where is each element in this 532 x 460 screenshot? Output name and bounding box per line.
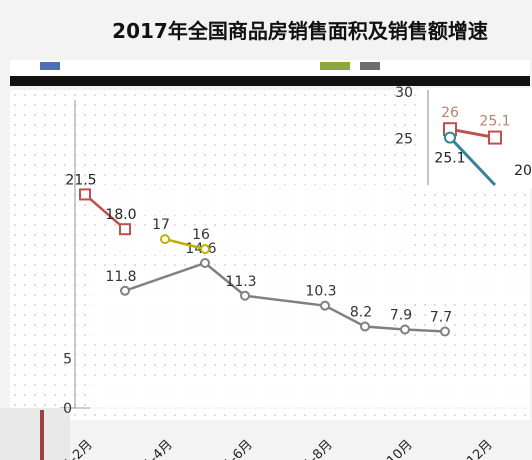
data-label: 21.5	[65, 172, 96, 188]
data-point	[400, 324, 410, 335]
data-point	[160, 234, 170, 245]
data-label: 11.8	[105, 269, 136, 285]
inset-panel: 25 30 26 25.1 25.1 20	[395, 85, 532, 188]
band-left-mark	[40, 410, 44, 460]
inset-data-label: 25.1	[434, 151, 465, 167]
inset-data-point	[488, 130, 502, 145]
data-label: 17	[152, 217, 170, 233]
inset-data-label: 26	[441, 105, 459, 121]
data-point	[360, 321, 370, 332]
inset-data-label: 20	[514, 163, 532, 179]
data-label: 7.9	[390, 308, 412, 324]
data-label: 8.2	[350, 305, 372, 321]
inset-data-point	[444, 131, 456, 144]
data-point	[120, 285, 130, 296]
legend-band	[10, 60, 530, 78]
data-point	[240, 290, 250, 301]
data-point	[440, 326, 450, 337]
series-line	[84, 193, 126, 231]
band	[110, 230, 410, 255]
inset-y-tick-label: 25	[395, 132, 413, 148]
legend-swatch	[360, 62, 380, 70]
inset-background	[420, 88, 532, 188]
band-left	[0, 408, 70, 460]
y-tick-label: 0	[63, 401, 72, 417]
band	[90, 300, 390, 340]
inset-y-tick-label: 30	[395, 85, 413, 101]
data-label: 18.0	[105, 207, 136, 223]
band	[90, 185, 410, 215]
band	[90, 380, 530, 410]
legend-swatch	[40, 62, 60, 70]
data-label: 7.7	[430, 310, 452, 326]
y-tick-label: 5	[63, 351, 72, 367]
band	[90, 270, 530, 300]
data-label: 16	[192, 227, 210, 243]
data-label: 10.3	[305, 284, 336, 300]
data-point	[200, 244, 210, 255]
inset-series-line	[448, 136, 497, 187]
distortion-bands	[0, 185, 530, 460]
data-label: 11.3	[225, 274, 256, 290]
legend-swatch	[320, 62, 350, 70]
inset-data-label: 25.1	[479, 114, 510, 130]
data-point	[119, 223, 131, 236]
legend-band-dark	[10, 76, 530, 86]
legend-strip	[10, 60, 530, 86]
series-line	[164, 237, 206, 251]
data-point	[79, 188, 91, 201]
inset-series-line	[449, 127, 496, 140]
data-point	[200, 257, 210, 268]
data-point	[320, 300, 330, 311]
chart-title: 2017年全国商品房销售面积及销售额增速	[112, 19, 488, 43]
